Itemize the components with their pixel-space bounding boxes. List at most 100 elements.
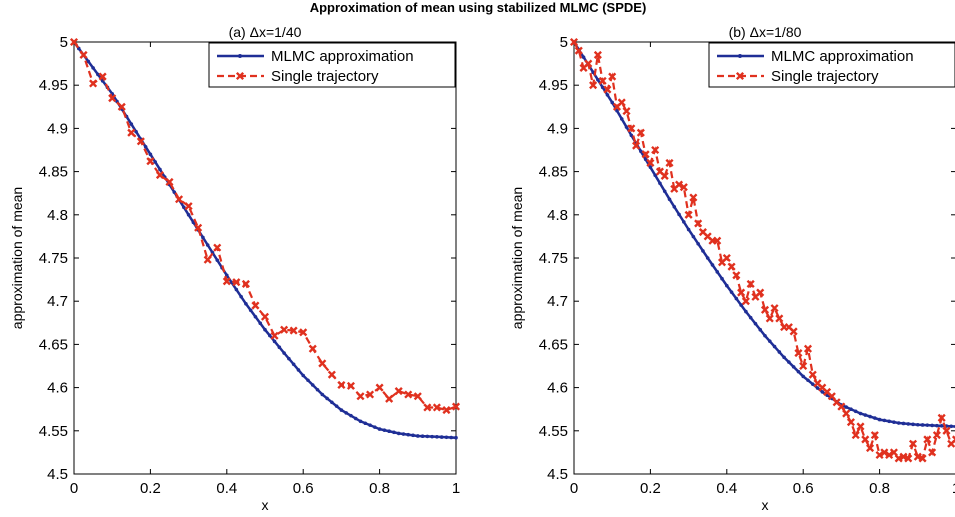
trajectory-point — [375, 383, 384, 392]
x-tick-label: 0 — [570, 480, 578, 497]
trajectory-point — [194, 223, 203, 232]
trajectory-point — [432, 403, 441, 412]
trajectory-point — [241, 279, 250, 288]
trajectory-point — [299, 328, 308, 337]
x-axis-label-b: x — [762, 497, 769, 513]
trajectory-point — [679, 183, 688, 192]
trajectory-point — [346, 381, 355, 390]
mlmc-point — [325, 396, 329, 401]
axis-ticks-a: 0 0.2 0.4 0.6 0.8 1 4.5 4.55 4.6 4.65 4.7 4.75 4.8 4.… — [39, 34, 460, 497]
trajectory-point — [675, 180, 684, 189]
mlmc-point — [416, 434, 420, 438]
mlmc-point — [344, 411, 348, 415]
trajectory-point — [203, 255, 212, 264]
x-tick-label: 0.2 — [140, 480, 161, 497]
mlmc-point — [858, 411, 863, 416]
mlmc-point — [353, 416, 358, 421]
trajectory-point — [694, 219, 703, 228]
y-tick-label: 4.7 — [47, 293, 68, 310]
mlmc-point — [877, 417, 882, 422]
trajectory-point — [808, 370, 817, 379]
trajectory-point — [689, 193, 698, 202]
trajectory-point — [651, 145, 660, 155]
mlmc-point — [306, 378, 310, 383]
trajectory-point — [608, 72, 617, 81]
mlmc-point — [96, 72, 100, 77]
mlmc-point — [454, 435, 458, 440]
mlmc-point — [853, 409, 858, 414]
x-tick-label: 0.4 — [716, 480, 737, 497]
mlmc-point — [315, 387, 320, 392]
mlmc-point — [615, 108, 619, 113]
trajectory-point — [308, 344, 317, 353]
trajectory-point — [632, 141, 641, 150]
trajectory-point — [951, 435, 955, 444]
trajectory-point — [660, 171, 669, 180]
mlmc-point — [729, 290, 734, 294]
y-tick-label: 4.55 — [39, 423, 68, 440]
trajectory-point — [746, 279, 755, 288]
plot-area-a — [73, 41, 457, 475]
mlmc-point — [758, 327, 763, 332]
mlmc-point — [739, 303, 743, 307]
mlmc-point — [686, 227, 691, 232]
mlmc-point — [392, 430, 396, 435]
mlmc-point — [444, 435, 449, 440]
mlmc-point — [682, 220, 686, 224]
mlmc-point — [253, 314, 258, 319]
trajectory-point — [327, 370, 336, 379]
trajectory-point — [394, 387, 403, 396]
legend-label-mlmc-a: MLMC approximation — [271, 48, 414, 65]
mlmc-point — [815, 386, 820, 390]
mlmc-point — [639, 149, 643, 154]
trajectory-point — [775, 314, 784, 323]
mlmc-point — [581, 55, 586, 59]
x-axis-label-a: x — [262, 497, 269, 513]
mlmc-point — [244, 301, 248, 306]
mlmc-point — [605, 93, 610, 97]
trajectory-point — [803, 344, 813, 353]
mlmc-point — [782, 355, 786, 360]
mlmc-point — [772, 344, 777, 349]
trajectory-point — [260, 312, 270, 321]
legend-box-b — [708, 42, 955, 88]
mlmc-point — [906, 422, 911, 426]
mlmc-point — [301, 373, 306, 378]
mlmc-point — [234, 287, 239, 292]
trajectory-point — [451, 402, 461, 411]
mlmc-point — [387, 429, 391, 434]
mlmc-point — [667, 197, 672, 202]
trajectory-point — [636, 128, 645, 137]
mlmc-point — [801, 374, 805, 379]
mlmc-point — [791, 365, 796, 369]
y-tick-label: 5 — [560, 34, 568, 51]
mlmc-point — [744, 309, 748, 314]
y-tick-label: 4.7 — [547, 293, 568, 310]
mlmc-point — [868, 414, 872, 419]
legend-a: MLMC approximation Single trajectory — [208, 42, 456, 88]
trajectory-point — [789, 327, 798, 336]
trajectory-point — [337, 380, 346, 390]
mlmc-point — [287, 356, 291, 361]
series-group-a — [69, 37, 461, 440]
mlmc-point — [277, 345, 282, 350]
y-tick-label: 4.8 — [547, 207, 568, 224]
trajectory-point — [732, 271, 741, 280]
mlmc-point — [339, 408, 344, 412]
trajectory-point — [889, 448, 898, 457]
trajectory-point — [222, 277, 231, 286]
chart-title-b: (b) Δx=1/80 — [729, 24, 802, 40]
x-tick-label: 0.6 — [793, 480, 814, 497]
mlmc-point — [629, 133, 634, 138]
mlmc-point — [263, 327, 267, 332]
mlmc-point — [411, 433, 415, 438]
y-tick-label: 4.9 — [47, 120, 68, 137]
mlmc-point — [148, 152, 153, 157]
mlmc-point — [677, 212, 681, 217]
mlmc-point — [610, 100, 614, 105]
trajectory-point — [165, 177, 174, 187]
plot-area-b — [573, 41, 955, 475]
trajectory-point — [89, 79, 98, 88]
trajectory-point — [79, 50, 88, 60]
mlmc-point — [696, 241, 700, 246]
